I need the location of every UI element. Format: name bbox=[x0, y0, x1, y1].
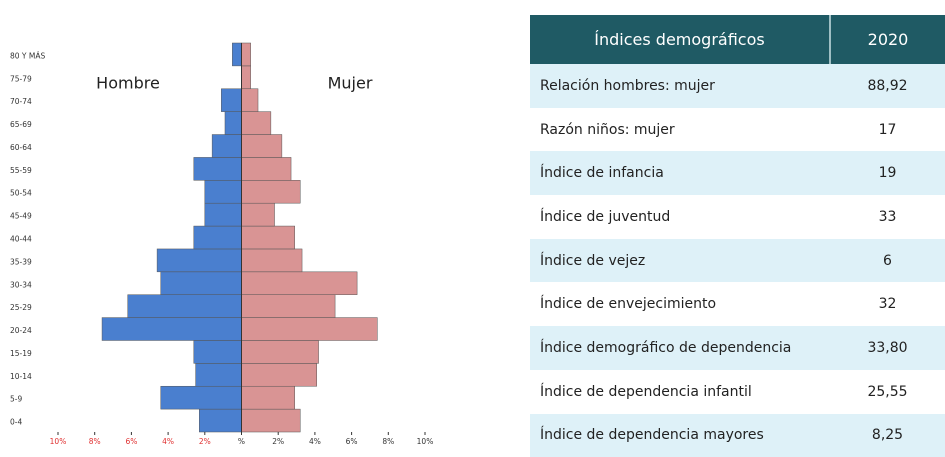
indices-table: Índices demográficos 2020 Relación hombr… bbox=[530, 15, 945, 457]
bar bbox=[199, 409, 241, 432]
index-value: 33,80 bbox=[830, 326, 945, 370]
x-tick-label: 10% bbox=[417, 437, 434, 446]
index-value: 17 bbox=[830, 108, 945, 152]
y-tick-label: 25-29 bbox=[10, 303, 32, 312]
bar bbox=[242, 135, 282, 158]
bar bbox=[242, 409, 301, 432]
x-tick-label: 2% bbox=[272, 437, 284, 446]
x-tick-label: 8% bbox=[382, 437, 394, 446]
y-tick-label: 80 Y MÁS bbox=[10, 51, 45, 60]
bar bbox=[242, 295, 336, 318]
bar bbox=[205, 180, 242, 203]
y-tick-label: 55-59 bbox=[10, 166, 32, 175]
chart: 0-4 5-9 10-14 15-19 20-24 25-29 30-34 35-39 40-4… bbox=[0, 0, 520, 455]
index-value: 88,92 bbox=[830, 64, 945, 108]
bar bbox=[242, 89, 259, 112]
y-tick-label: 65-69 bbox=[10, 120, 32, 129]
index-name: Índice de dependencia mayores bbox=[530, 414, 830, 457]
bar bbox=[242, 272, 358, 295]
bar bbox=[161, 272, 242, 295]
index-value: 25,55 bbox=[830, 370, 945, 414]
index-name: Índice demográfico de dependencia bbox=[530, 326, 830, 370]
bar bbox=[194, 157, 242, 180]
y-tick-label: 5-9 bbox=[10, 395, 22, 404]
x-tick-label: 8% bbox=[89, 437, 101, 446]
index-value: 6 bbox=[830, 239, 945, 283]
y-tick-label: 35-39 bbox=[10, 257, 32, 266]
index-name: Índice de vejez bbox=[530, 239, 830, 283]
bar bbox=[242, 318, 378, 341]
y-tick-label: 75-79 bbox=[10, 74, 32, 83]
bar bbox=[242, 340, 319, 363]
index-value: 19 bbox=[830, 151, 945, 195]
y-tick-label: 50-54 bbox=[10, 189, 32, 198]
index-name: Índice de juventud bbox=[530, 195, 830, 239]
bar bbox=[242, 363, 317, 386]
series-label: Mujer bbox=[328, 74, 373, 93]
x-tick-label: 4% bbox=[309, 437, 321, 446]
index-value: 33 bbox=[830, 195, 945, 239]
y-tick-label: 0-4 bbox=[10, 418, 22, 427]
bar bbox=[242, 180, 301, 203]
x-tick-label: 4% bbox=[162, 437, 174, 446]
x-tick-label: 2% bbox=[199, 437, 211, 446]
bar bbox=[157, 249, 241, 272]
y-tick-label: 60-64 bbox=[10, 143, 32, 152]
bar bbox=[212, 135, 241, 158]
x-tick-label: % bbox=[238, 437, 245, 446]
x-tick-label: 6% bbox=[125, 437, 137, 446]
index-name: Razón niños: mujer bbox=[530, 108, 830, 152]
bar bbox=[232, 43, 241, 66]
y-tick-label: 15-19 bbox=[10, 349, 32, 358]
bar bbox=[194, 226, 242, 249]
bar bbox=[128, 295, 242, 318]
index-value: 8,25 bbox=[830, 414, 945, 457]
bar bbox=[102, 318, 241, 341]
header-cell: Índices demográficos bbox=[530, 15, 830, 64]
bar bbox=[242, 157, 292, 180]
bar bbox=[242, 249, 303, 272]
index-name: Índice de envejecimiento bbox=[530, 282, 830, 326]
bar bbox=[242, 112, 271, 135]
bar bbox=[161, 386, 242, 409]
y-tick-label: 45-49 bbox=[10, 212, 32, 221]
y-tick-label: 40-44 bbox=[10, 235, 32, 244]
index-name: Relación hombres: mujer bbox=[530, 64, 830, 108]
bar bbox=[221, 89, 241, 112]
y-tick-label: 70-74 bbox=[10, 97, 32, 106]
bar bbox=[242, 226, 295, 249]
y-tick-label: 30-34 bbox=[10, 280, 32, 289]
index-name: Índice de infancia bbox=[530, 151, 830, 195]
header-row: Índices demográficos 2020 bbox=[530, 15, 945, 64]
index-value: 32 bbox=[830, 282, 945, 326]
x-tick-label: 6% bbox=[346, 437, 358, 446]
series-label: Hombre bbox=[96, 74, 160, 93]
y-tick-label: 20-24 bbox=[10, 326, 32, 335]
bar bbox=[194, 340, 242, 363]
bar bbox=[242, 66, 251, 89]
bar bbox=[242, 43, 251, 66]
bar bbox=[225, 112, 242, 135]
bar bbox=[196, 363, 242, 386]
bar bbox=[242, 203, 275, 226]
index-name: Índice de dependencia infantil bbox=[530, 370, 830, 414]
y-tick-label: 10-14 bbox=[10, 372, 32, 381]
bar bbox=[205, 203, 242, 226]
bar bbox=[242, 386, 295, 409]
header-cell: 2020 bbox=[830, 15, 945, 64]
x-tick-label: 10% bbox=[50, 437, 67, 446]
